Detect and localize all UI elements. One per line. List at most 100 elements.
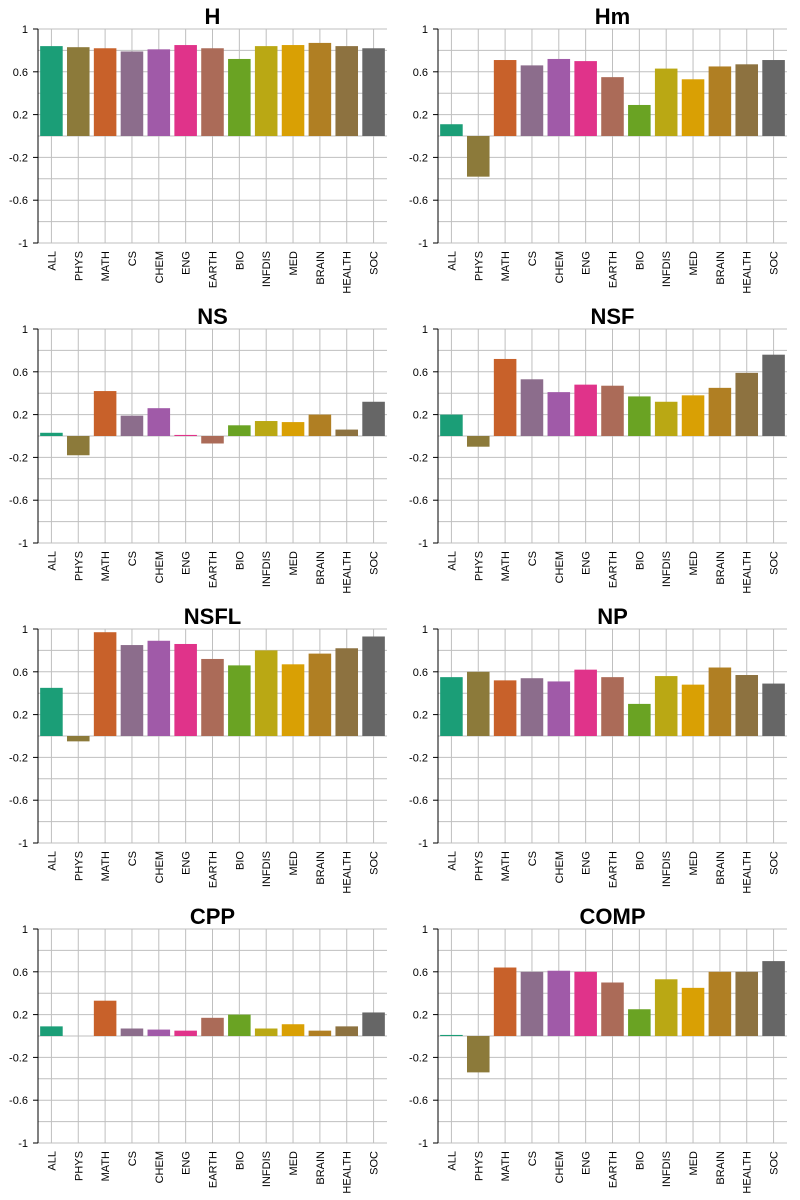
bar-health <box>735 64 759 136</box>
bar-earth <box>601 982 624 1036</box>
chart-title: COMP <box>580 904 646 929</box>
y-tick-label: -1 <box>418 538 428 550</box>
bar-med <box>281 45 305 136</box>
x-tick-label: SOC <box>769 1151 781 1175</box>
bar-brain <box>708 971 732 1036</box>
bar-soc <box>362 1012 385 1036</box>
y-tick-label: -1 <box>418 1138 428 1150</box>
x-tick-label: CHEM <box>154 251 166 283</box>
y-tick-label: -1 <box>18 238 28 250</box>
x-tick-label: EARTH <box>608 251 620 288</box>
bar-health <box>335 429 359 436</box>
x-tick-label: PHYS <box>73 251 85 281</box>
bar-phys <box>66 736 90 742</box>
bar-infdis <box>654 676 678 736</box>
x-tick-label: BIO <box>234 551 246 570</box>
x-tick-label: HEALTH <box>742 851 754 894</box>
x-tick-label: ALL <box>446 551 458 571</box>
bar-cs <box>120 1028 144 1036</box>
bar-bio <box>228 425 251 436</box>
bar-med <box>681 987 705 1036</box>
bar-phys <box>466 136 490 177</box>
x-tick-label: MED <box>688 551 700 576</box>
bar-health <box>735 971 759 1036</box>
x-tick-label: BIO <box>634 1151 646 1170</box>
bar-health <box>735 675 759 736</box>
x-tick-label: CS <box>527 1151 539 1166</box>
y-tick-label: -0.6 <box>9 1095 28 1107</box>
bar-infdis <box>254 650 278 736</box>
bar-soc <box>762 60 785 136</box>
bar-brain <box>308 653 332 736</box>
bar-chem <box>547 970 571 1036</box>
bar-bio <box>628 396 651 436</box>
x-tick-label: EARTH <box>608 851 620 888</box>
x-tick-label: CHEM <box>554 1151 566 1183</box>
y-tick-label: -1 <box>418 238 428 250</box>
x-tick-label: EARTH <box>208 551 220 588</box>
bar-bio <box>628 104 651 136</box>
bar-infdis <box>254 46 278 137</box>
x-tick-label: HEALTH <box>742 551 754 594</box>
bar-earth <box>601 385 624 436</box>
bar-chem <box>147 640 171 736</box>
x-tick-label: EARTH <box>608 1151 620 1188</box>
bar-med <box>681 395 705 436</box>
x-tick-label: ALL <box>46 251 58 271</box>
bar-brain <box>308 42 332 136</box>
bar-med <box>281 422 305 436</box>
bar-cs <box>520 678 544 736</box>
x-tick-label: CS <box>127 551 139 566</box>
x-tick-label: CHEM <box>554 551 566 583</box>
x-tick-label: MATH <box>500 251 512 281</box>
chart-title: NP <box>597 604 628 629</box>
y-tick-label: 0.2 <box>13 710 28 722</box>
y-tick-label: 0.6 <box>13 67 28 79</box>
x-tick-label: BRAIN <box>315 551 327 585</box>
bar-chem <box>547 58 571 136</box>
bar-eng <box>174 643 197 736</box>
y-tick-label: -0.6 <box>9 195 28 207</box>
x-tick-label: SOC <box>369 251 381 275</box>
y-tick-label: -1 <box>18 838 28 850</box>
chart-title: NS <box>197 304 228 329</box>
x-tick-label: CS <box>527 251 539 266</box>
bar-health <box>335 46 359 137</box>
bar-chem <box>547 392 571 436</box>
y-tick-label: -0.6 <box>9 795 28 807</box>
bar-math <box>93 391 117 436</box>
bar-earth <box>601 677 624 736</box>
x-tick-label: ENG <box>181 851 193 875</box>
x-tick-label: HEALTH <box>342 551 354 594</box>
y-tick-label: 1 <box>22 24 28 36</box>
bar-cs <box>520 971 544 1036</box>
x-tick-label: BRAIN <box>315 1151 327 1185</box>
bar-med <box>281 1024 305 1036</box>
bar-eng <box>574 971 597 1036</box>
bar-bio <box>628 1009 651 1036</box>
y-tick-label: -1 <box>418 838 428 850</box>
x-tick-label: MED <box>288 551 300 576</box>
x-tick-label: ALL <box>446 1151 458 1171</box>
bar-infdis <box>254 1028 278 1036</box>
x-tick-label: PHYS <box>73 551 85 581</box>
x-tick-label: MATH <box>500 1151 512 1181</box>
y-tick-label: 1 <box>422 924 428 936</box>
chart-panel-np: NP 1 0.6 0.2 -0.2 -0.6 -1 ALL PHYS MATH CS CHEM ENG E… <box>409 604 787 894</box>
bar-math <box>93 632 117 736</box>
y-tick-label: -0.2 <box>409 152 428 164</box>
x-tick-label: MATH <box>100 251 112 281</box>
bar-all <box>440 677 463 736</box>
chart-title: CPP <box>190 904 235 929</box>
x-tick-label: BRAIN <box>315 251 327 285</box>
chart-title: NSFL <box>184 604 241 629</box>
bar-infdis <box>254 421 278 436</box>
bar-eng <box>174 45 197 136</box>
chart-panel-h: H 1 0.6 0.2 -0.2 -0.6 -1 ALL PHYS MATH CS CHEM ENG EA… <box>9 4 387 294</box>
bar-infdis <box>654 68 678 136</box>
x-tick-label: CHEM <box>154 851 166 883</box>
x-tick-label: BIO <box>634 851 646 870</box>
bar-all <box>40 46 63 137</box>
bar-math <box>93 48 117 137</box>
y-tick-label: -0.2 <box>409 1052 428 1064</box>
